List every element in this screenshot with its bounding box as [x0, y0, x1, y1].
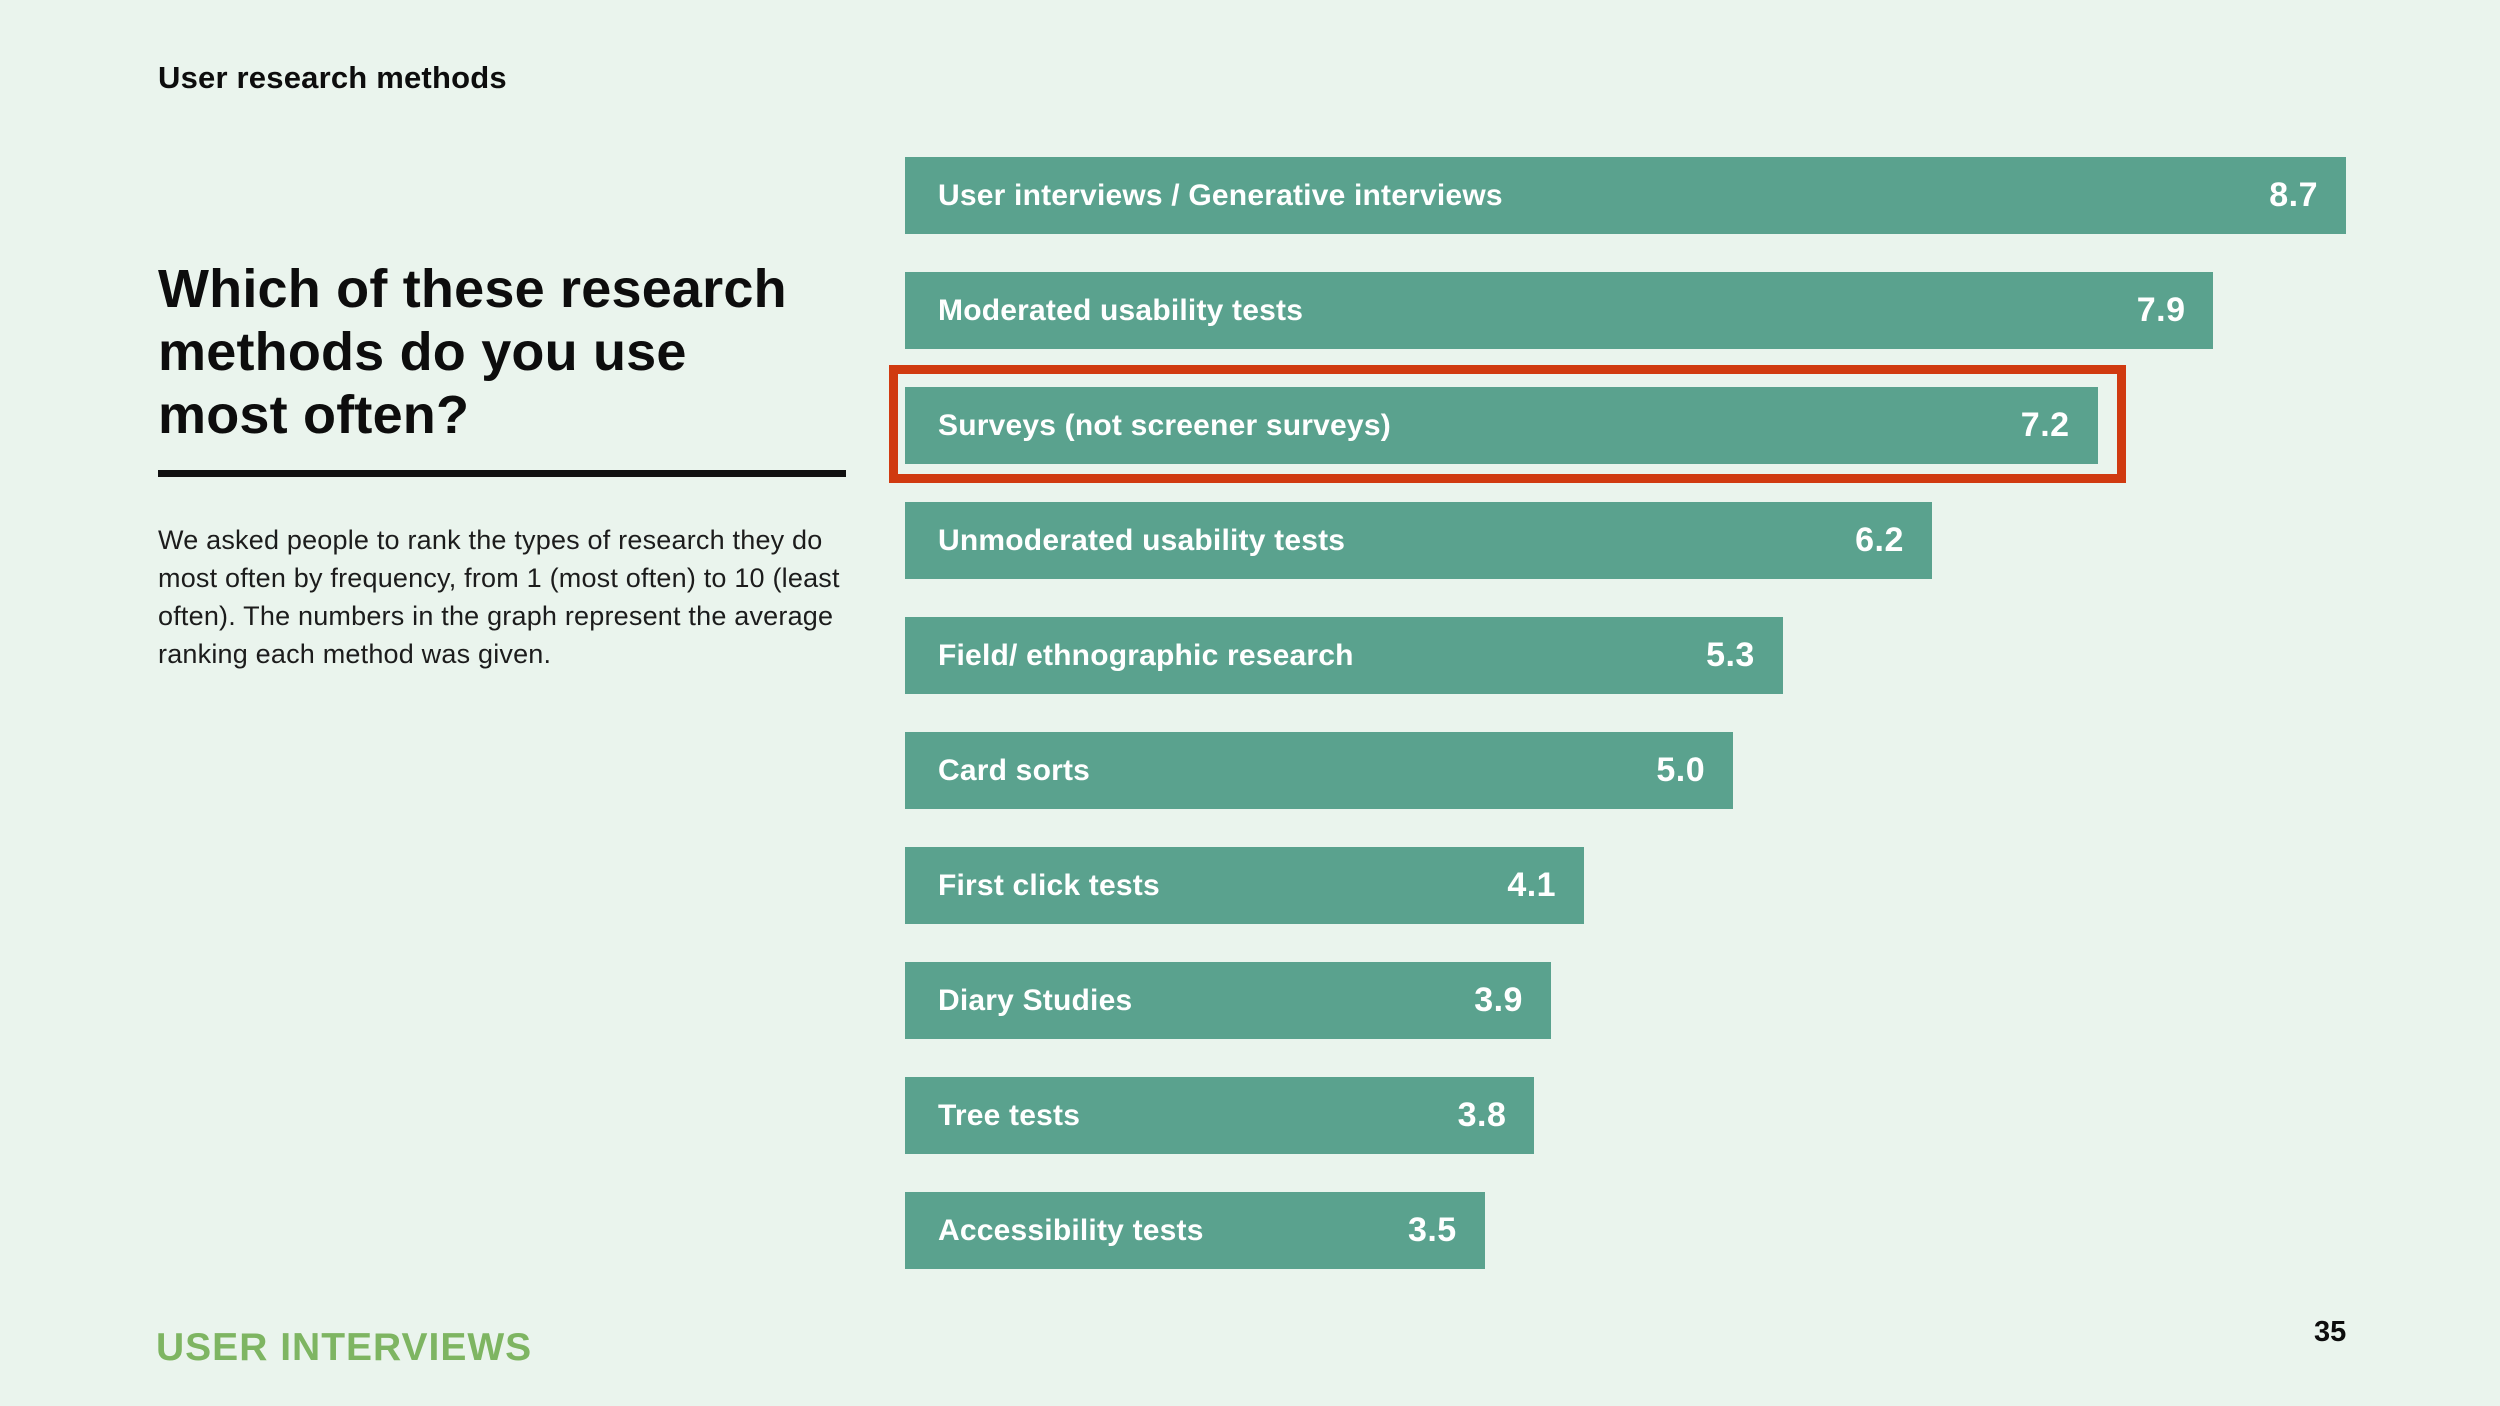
- bar-label: Surveys (not screener surveys): [938, 408, 1391, 442]
- page-number: 35: [2314, 1316, 2347, 1348]
- bar-value: 3.8: [1457, 1096, 1507, 1134]
- chart-bar-row: Accessibility tests 3.5: [905, 1192, 2346, 1269]
- bar-label: First click tests: [938, 868, 1160, 902]
- bar-value: 3.5: [1407, 1211, 1457, 1249]
- heading-divider-rule: [158, 470, 846, 477]
- bar-value: 3.9: [1474, 981, 1523, 1019]
- bar: Tree tests 3.8: [905, 1077, 1535, 1154]
- bar: Field/ ethnographic research 5.3: [905, 617, 1783, 694]
- user-interviews-logo: USER INTERVIEWS: [156, 1326, 533, 1369]
- bar-label: Accessibility tests: [938, 1213, 1204, 1247]
- bar-label: Diary Studies: [938, 983, 1133, 1017]
- bar-value: 5.0: [1656, 751, 1706, 789]
- chart-bar-row-highlighted: Surveys (not screener surveys) 7.2: [889, 365, 2346, 483]
- slide-description: We asked people to rank the types of res…: [158, 525, 840, 669]
- bar-value: 4.1: [1507, 866, 1557, 904]
- slide-heading-line: methods do you use: [158, 322, 687, 382]
- slide-heading-line: most often?: [158, 385, 470, 445]
- bar-label: User interviews / Generative interviews: [938, 178, 1503, 212]
- bar-label: Field/ ethnographic research: [938, 638, 1354, 672]
- chart-bar-row: Unmoderated usability tests 6.2: [905, 502, 2346, 579]
- chart-bar-row: Card sorts 5.0: [905, 732, 2346, 809]
- bar: Surveys (not screener surveys) 7.2: [889, 365, 2126, 483]
- bar-value: 5.3: [1706, 636, 1755, 674]
- bar-value: 7.9: [2136, 291, 2186, 329]
- bar-value: 7.2: [2020, 406, 2070, 444]
- slide-heading-line: Which of these research: [158, 259, 787, 319]
- bar-chart: User interviews / Generative interviews …: [889, 157, 2346, 1307]
- bar: Moderated usability tests 7.9: [905, 272, 2214, 349]
- chart-bar-row: Moderated usability tests 7.9: [905, 272, 2346, 349]
- slide-heading: Which of these research methods do you u…: [158, 258, 858, 447]
- bar: Accessibility tests 3.5: [905, 1192, 1485, 1269]
- bar-value: 6.2: [1855, 521, 1904, 559]
- chart-bar-row: First click tests 4.1: [905, 847, 2346, 924]
- chart-bar-row: Field/ ethnographic research 5.3: [905, 617, 2346, 694]
- bar-label: Card sorts: [938, 753, 1091, 787]
- bar: Diary Studies 3.9: [905, 962, 1551, 1039]
- bar: User interviews / Generative interviews …: [905, 157, 2346, 234]
- chart-bar-row: Tree tests 3.8: [905, 1077, 2346, 1154]
- bar-label: Tree tests: [938, 1098, 1081, 1132]
- bar: Unmoderated usability tests 6.2: [905, 502, 1932, 579]
- bar: First click tests 4.1: [905, 847, 1585, 924]
- chart-bar-row: User interviews / Generative interviews …: [905, 157, 2346, 234]
- bar-label: Moderated usability tests: [938, 293, 1304, 327]
- bar-label: Unmoderated usability tests: [938, 523, 1346, 557]
- bar: Card sorts 5.0: [905, 732, 1734, 809]
- left-column: Which of these research methods do you u…: [158, 258, 858, 447]
- bar-value: 8.7: [2269, 176, 2318, 214]
- slide-eyebrow-title: User research methods: [158, 60, 507, 95]
- chart-bar-row: Diary Studies 3.9: [905, 962, 2346, 1039]
